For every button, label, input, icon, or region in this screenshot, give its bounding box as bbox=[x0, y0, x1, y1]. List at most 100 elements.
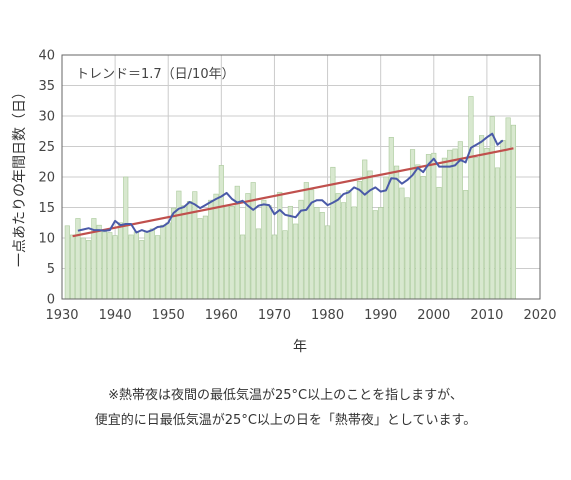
bar bbox=[484, 148, 490, 300]
bar bbox=[287, 205, 293, 300]
bar bbox=[208, 199, 214, 300]
bar bbox=[436, 187, 442, 300]
bar bbox=[107, 232, 113, 300]
bar bbox=[473, 157, 479, 300]
trend-annotation: トレンド＝1.7（日/10年） bbox=[76, 67, 235, 82]
y-tick-label: 25 bbox=[38, 140, 55, 155]
x-tick-label: 2000 bbox=[417, 308, 450, 323]
bar bbox=[123, 176, 129, 300]
bar bbox=[224, 205, 230, 300]
bar bbox=[378, 207, 384, 300]
bar bbox=[457, 141, 463, 300]
bar bbox=[218, 165, 224, 300]
x-axis-label: 年 bbox=[293, 339, 307, 355]
bar bbox=[293, 223, 299, 300]
bar bbox=[420, 176, 426, 300]
bar bbox=[96, 224, 102, 300]
bar bbox=[155, 235, 161, 300]
y-tick-label: 30 bbox=[38, 110, 55, 125]
bar bbox=[133, 231, 139, 300]
bar bbox=[303, 182, 309, 300]
bar bbox=[85, 240, 92, 300]
bar bbox=[139, 240, 145, 300]
bar bbox=[404, 197, 410, 300]
bar bbox=[80, 237, 86, 300]
y-tick-label: 40 bbox=[38, 49, 55, 64]
trend-line bbox=[72, 147, 514, 238]
bar bbox=[399, 187, 405, 300]
bar bbox=[463, 190, 469, 300]
bar bbox=[324, 225, 331, 300]
bar bbox=[415, 164, 421, 300]
bar bbox=[277, 191, 283, 300]
bar bbox=[282, 230, 288, 300]
bar bbox=[425, 154, 432, 300]
bar bbox=[149, 228, 155, 300]
plot-frame bbox=[61, 54, 541, 300]
bar bbox=[197, 218, 203, 300]
bar bbox=[64, 225, 70, 300]
bar bbox=[335, 193, 341, 300]
bar bbox=[479, 135, 485, 300]
bar bbox=[186, 201, 193, 300]
bar bbox=[388, 137, 394, 300]
y-tick-label: 15 bbox=[38, 201, 55, 216]
bar bbox=[431, 152, 437, 300]
moving-average-group bbox=[77, 132, 504, 234]
y-tick-label: 0 bbox=[47, 293, 55, 308]
bar bbox=[261, 199, 267, 300]
bar bbox=[255, 228, 262, 300]
bar bbox=[170, 207, 177, 300]
bar bbox=[383, 176, 389, 300]
footnote-line-2: 便宜的に日最低気温が25°C以上の日を「熱帯夜」としています。 bbox=[94, 413, 477, 428]
x-tick-label: 1980 bbox=[311, 308, 344, 323]
moving-average-line bbox=[77, 132, 504, 234]
bar bbox=[245, 193, 251, 300]
bar bbox=[70, 234, 76, 300]
footnote: ※熱帯夜は夜間の最低気温が25°C以上のことを指しますが、 便宜的に日最低気温が… bbox=[0, 383, 571, 433]
bar-series bbox=[64, 96, 517, 300]
bar bbox=[271, 234, 278, 300]
trend-line-group bbox=[72, 147, 514, 238]
x-tick-label: 1970 bbox=[258, 308, 291, 323]
chart-svg: 0 5 10 15 20 25 30 35 40 1930 1940 1950 1960 1970 198… bbox=[12, 49, 557, 356]
bar bbox=[266, 205, 272, 300]
bar bbox=[346, 190, 352, 300]
bar bbox=[494, 167, 501, 300]
bar bbox=[447, 149, 453, 300]
bar bbox=[128, 234, 134, 300]
footnote-line-1: ※熱帯夜は夜間の最低気温が25°C以上のことを指しますが、 bbox=[108, 388, 463, 403]
bar bbox=[202, 215, 208, 300]
bar bbox=[362, 159, 368, 300]
bar bbox=[500, 140, 506, 300]
bar bbox=[101, 231, 108, 300]
y-axis-label: 一点あたりの年間日数（日） bbox=[12, 85, 28, 267]
y-tick-label: 20 bbox=[38, 171, 55, 186]
x-tick-label: 2020 bbox=[523, 308, 556, 323]
bar bbox=[181, 205, 187, 300]
y-tick-labels: 0 5 10 15 20 25 30 35 40 bbox=[38, 49, 55, 308]
bar bbox=[394, 165, 400, 300]
y-tick-label: 35 bbox=[38, 79, 55, 94]
x-tick-label: 1960 bbox=[205, 308, 238, 323]
bar bbox=[314, 207, 320, 300]
bar bbox=[240, 234, 246, 300]
bar bbox=[298, 199, 304, 300]
bar bbox=[144, 230, 150, 300]
bar bbox=[505, 117, 511, 300]
bar bbox=[372, 210, 378, 300]
bar bbox=[468, 96, 474, 300]
x-tick-label: 1940 bbox=[99, 308, 132, 323]
bar bbox=[160, 224, 166, 300]
bar bbox=[319, 212, 325, 300]
bar bbox=[340, 202, 347, 300]
y-tick-label: 5 bbox=[47, 262, 55, 277]
bar bbox=[192, 191, 198, 300]
x-tick-label: 2010 bbox=[470, 308, 503, 323]
x-tick-label: 1950 bbox=[152, 308, 185, 323]
bar bbox=[356, 180, 362, 300]
bar bbox=[112, 235, 118, 300]
bar bbox=[213, 193, 219, 300]
y-tick-label: 10 bbox=[38, 232, 55, 247]
